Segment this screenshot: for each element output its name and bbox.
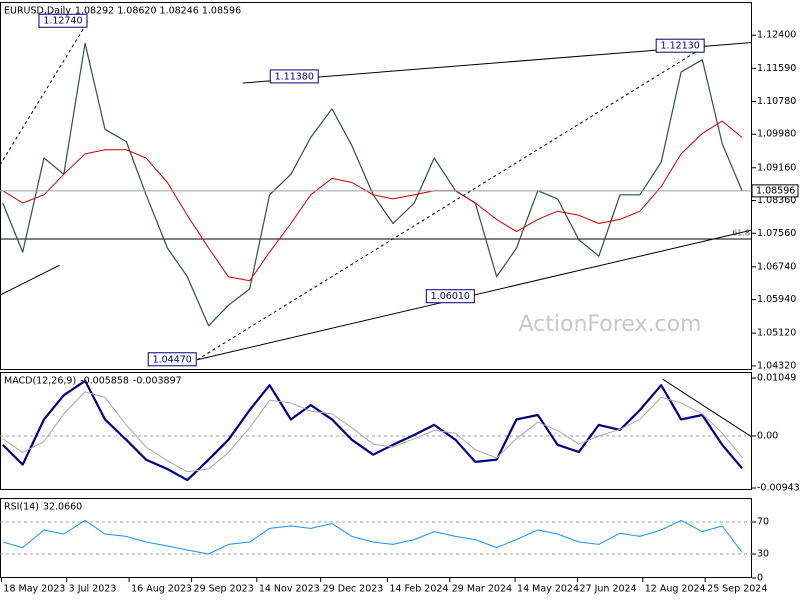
trend-line [0, 264, 60, 296]
y-tick-label: 0.01049 [757, 373, 796, 384]
indicator-values: 1.08292 1.08620 1.08246 1.08596 [75, 6, 241, 17]
price-label: 1.12130 [661, 41, 700, 52]
price-label-box [38, 13, 88, 28]
price-label-box [425, 289, 475, 304]
indicator-values: 32.0660 [43, 502, 82, 513]
panel-frame [0, 372, 752, 490]
price-label: 1.04470 [153, 354, 192, 365]
price-label-box [269, 69, 319, 84]
current-price-label: 1.08596 [756, 185, 795, 196]
y-tick-label: 1.05120 [757, 328, 796, 339]
series-line [2, 519, 743, 555]
x-tick-label: 12 Aug 2024 [645, 584, 706, 595]
y-tick-label: 1.09980 [757, 129, 796, 140]
indicator-title: RSI(14) [4, 502, 39, 513]
indicator-value: -0.003897 [133, 376, 182, 387]
x-tick-label: 25 Sep 2024 [707, 584, 767, 595]
y-tick-label: 30 [757, 549, 769, 560]
y-tick-label: 1.08360 [757, 195, 796, 206]
y-tick-label: 0 [757, 573, 763, 584]
price-label-box [655, 38, 705, 53]
trend-line [662, 378, 753, 438]
indicator-value: -0.005858 [80, 376, 129, 387]
x-tick-label: 18 May 2023 [3, 584, 65, 595]
y-tick-label: 1.10780 [757, 96, 796, 107]
y-tick-label: 70 [757, 517, 769, 528]
x-tick-label: 14 Nov 2023 [259, 584, 320, 595]
y-tick-label: 1.12400 [757, 30, 796, 41]
x-tick-label: 16 Aug 2023 [131, 584, 192, 595]
x-tick-label: 3 Jul 2023 [69, 584, 117, 595]
y-tick-label: 1.04320 [757, 360, 796, 371]
y-tick-label: 1.11590 [757, 63, 796, 74]
y-tick-label: 1.09160 [757, 162, 796, 173]
indicator-title: MACD(12,26,9) [4, 376, 76, 387]
x-tick-label: 29 Dec 2023 [323, 584, 384, 595]
x-tick-label: 29 Mar 2024 [452, 584, 512, 595]
price-label: 1.11380 [275, 71, 314, 82]
y-tick-label: -0.009435 [757, 482, 800, 493]
price-label-box [147, 352, 197, 367]
x-tick-label: 14 May 2024 [517, 584, 579, 595]
y-tick-label: 1.07560 [757, 228, 796, 239]
series-line [2, 120, 743, 282]
y-tick-label: 1.05940 [757, 294, 796, 305]
indicator-title: EURUSD,Daily [4, 6, 71, 17]
price-label: 1.06010 [431, 291, 470, 302]
panel-frame [0, 498, 752, 578]
price-label: 1.12740 [43, 16, 82, 27]
x-tick-label: 14 Feb 2024 [389, 584, 448, 595]
current-price-box [751, 184, 799, 198]
watermark: ActionForex.com [519, 312, 702, 337]
series-line [2, 379, 743, 482]
y-tick-label: 0.00 [757, 430, 778, 441]
x-tick-label: 29 Sep 2023 [194, 584, 254, 595]
y-tick-label: 1.06740 [757, 261, 796, 272]
series-line [2, 391, 743, 473]
trend-line [0, 20, 89, 166]
x-tick-label: 27 Jun 2024 [579, 584, 636, 595]
